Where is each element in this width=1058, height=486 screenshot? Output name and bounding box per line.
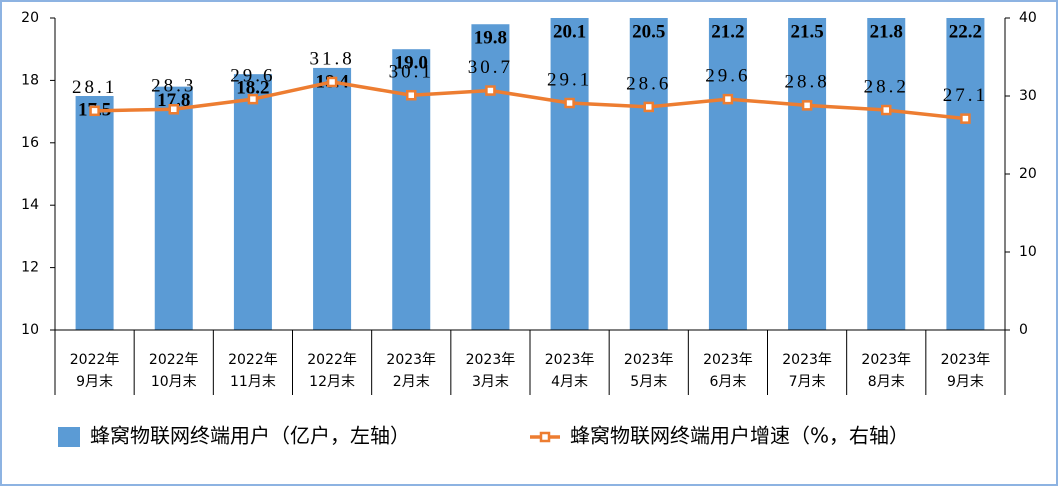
line-value-label: 28.2	[864, 76, 909, 97]
line-value-label: 28.3	[151, 76, 196, 97]
x-tick-label: 5月末	[630, 374, 667, 390]
bar	[708, 18, 747, 330]
bar	[313, 67, 352, 330]
line-value-label: 30.1	[389, 62, 434, 83]
line-marker	[406, 89, 417, 101]
line-value-label: 28.6	[626, 73, 671, 94]
x-tick-label: 2023年	[545, 352, 595, 368]
x-tick-label: 7月末	[789, 374, 826, 390]
line-marker	[89, 105, 100, 117]
bar	[233, 74, 272, 330]
bar	[629, 18, 668, 330]
legend-swatch	[58, 427, 80, 447]
line-marker	[722, 93, 734, 105]
line-value-label: 29.6	[230, 65, 275, 86]
bar	[154, 86, 193, 330]
bar-layer	[75, 18, 985, 330]
x-tick-label: 6月末	[709, 374, 746, 390]
x-tick-label: 2022年	[307, 352, 357, 368]
line	[94, 80, 966, 121]
bar	[471, 24, 510, 330]
x-tick-label: 2023年	[386, 352, 436, 368]
x-tick-label: 2月末	[393, 374, 430, 390]
x-tick-label: 2023年	[466, 352, 516, 368]
y-tick-label: 16	[21, 135, 39, 151]
line-marker	[485, 85, 496, 96]
y2-tick-label: 20	[1019, 166, 1037, 182]
line-value-label: 29.1	[547, 69, 592, 90]
line-marker	[564, 97, 575, 109]
legend-marker	[539, 431, 551, 443]
bar-value-label: 21.8	[870, 21, 903, 42]
x-tick-label: 2023年	[941, 352, 991, 368]
x-tick-label: 4月末	[551, 374, 588, 390]
legend-label: 蜂窝物联网终端用户增速（%，右轴）	[570, 424, 909, 448]
bar	[550, 18, 589, 330]
line-marker	[960, 113, 971, 124]
line-value-label: 31.8	[309, 48, 354, 69]
y-tick-label: 14	[21, 197, 39, 213]
x-tick-label: 2023年	[861, 352, 911, 368]
x-tick-label: 11月末	[230, 374, 276, 390]
x-tick-label: 3月末	[472, 374, 509, 390]
x-tick-label: 8月末	[868, 374, 905, 390]
x-tick-label: 2022年	[228, 352, 278, 368]
x-tick-label: 2023年	[703, 352, 753, 368]
x-tick-label: 9月末	[76, 374, 113, 390]
y2-tick-label: 30	[1019, 88, 1037, 104]
x-tick-label: 2022年	[149, 352, 199, 368]
line-value-label: 27.1	[943, 85, 988, 106]
legend-label: 蜂窝物联网终端用户（亿户，左轴）	[90, 424, 410, 448]
y-tick-label: 10	[21, 322, 39, 338]
line-marker	[168, 104, 179, 115]
bar-value-label: 18.2	[236, 78, 269, 99]
bar	[75, 96, 114, 330]
bar-value-label: 19.8	[474, 28, 507, 49]
bar-value-label: 20.5	[632, 21, 665, 42]
bar-value-label: 20.1	[553, 21, 586, 42]
y2-tick-label: 40	[1019, 10, 1037, 26]
line-marker	[801, 100, 813, 111]
bar-value-label: 21.5	[790, 21, 823, 42]
bar-value-label: 22.2	[949, 21, 982, 42]
line-marker	[247, 93, 259, 105]
bar-value-label: 21.2	[711, 21, 744, 42]
line-value-label: 29.6	[705, 65, 750, 86]
line-value-label: 28.1	[72, 77, 117, 98]
y-tick-label: 12	[21, 260, 39, 276]
line-value-label: 30.7	[468, 57, 513, 78]
line-marker	[326, 76, 338, 88]
line-value-label: 28.8	[784, 72, 829, 93]
x-tick-label: 2023年	[624, 352, 674, 368]
line-marker	[643, 101, 654, 113]
y2-tick-label: 10	[1019, 244, 1037, 260]
bar-value-label: 17.8	[157, 90, 190, 111]
x-tick-label: 10月末	[151, 374, 197, 390]
y-tick-label: 20	[21, 10, 39, 26]
y-tick-label: 18	[21, 72, 39, 88]
bar	[946, 18, 985, 330]
x-tick-label: 9月末	[947, 374, 984, 390]
bar	[867, 18, 906, 330]
bar-value-label: 19.0	[395, 53, 428, 74]
bar	[788, 18, 827, 330]
x-tick-label: 2023年	[782, 352, 832, 368]
x-tick-label: 2022年	[70, 352, 120, 368]
line-marker	[881, 104, 892, 116]
y2-tick-label: 0	[1019, 322, 1028, 338]
x-tick-label: 12月末	[309, 374, 355, 390]
